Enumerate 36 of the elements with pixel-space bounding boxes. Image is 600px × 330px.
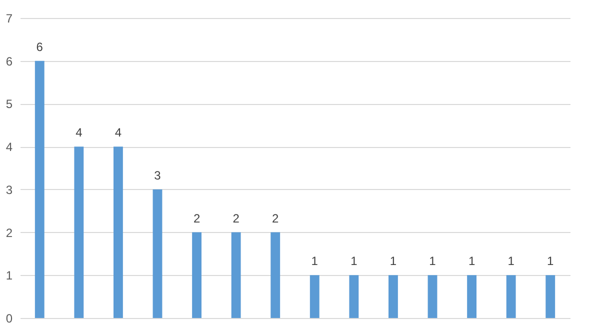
bar <box>467 275 476 318</box>
bar <box>34 60 44 318</box>
bar <box>74 146 84 318</box>
y-tick-label: 4 <box>6 140 13 154</box>
data-label: 2 <box>193 211 200 226</box>
bar <box>310 275 320 318</box>
bar <box>152 189 162 318</box>
data-label: 1 <box>508 254 515 268</box>
data-label: 2 <box>272 211 280 226</box>
bar <box>428 275 438 318</box>
data-label: 6 <box>36 40 44 54</box>
bar <box>388 275 398 318</box>
bar <box>270 232 280 318</box>
bar <box>231 232 241 318</box>
y-tick-label: 0 <box>6 312 13 326</box>
data-label: 1 <box>390 254 397 268</box>
data-label: 4 <box>76 126 83 140</box>
y-tick-label: 5 <box>6 97 13 112</box>
data-label: 1 <box>311 254 318 268</box>
data-label: 1 <box>350 254 358 268</box>
bar <box>114 146 123 318</box>
bar <box>349 275 359 318</box>
bar <box>192 232 202 318</box>
data-label: 2 <box>232 211 240 226</box>
y-tick-label: 6 <box>6 54 13 68</box>
data-label: 4 <box>114 126 122 140</box>
bar <box>506 275 516 318</box>
y-tick-label: 2 <box>6 226 13 240</box>
y-tick-label: 1 <box>6 268 13 283</box>
data-label: 1 <box>547 254 554 268</box>
y-tick-label: 3 <box>6 182 13 197</box>
data-label: 3 <box>154 168 162 182</box>
bar <box>546 275 556 318</box>
data-label: 1 <box>468 254 476 268</box>
data-label: 1 <box>429 254 436 268</box>
y-tick-label: 7 <box>6 12 13 26</box>
